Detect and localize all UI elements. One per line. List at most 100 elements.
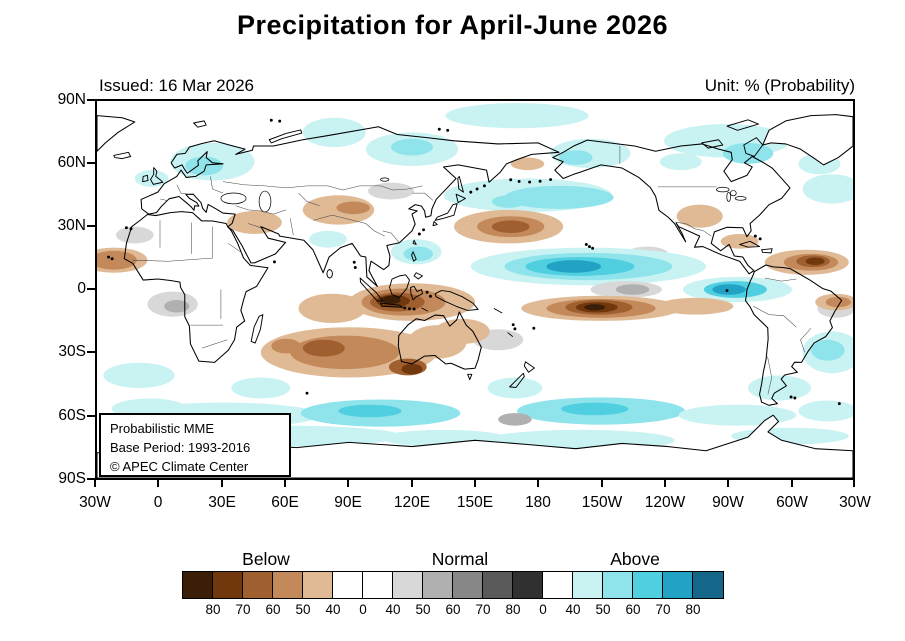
coastline-australia bbox=[397, 311, 482, 370]
colorbar-cell-normal-80 bbox=[513, 572, 543, 598]
inset-base-period-label: Base Period: 1993-2016 bbox=[110, 439, 251, 455]
colorbar-cell-normal-60 bbox=[453, 572, 483, 598]
axis-tick bbox=[221, 480, 223, 487]
axis-tick bbox=[157, 480, 159, 487]
lon-tick-label: 0 bbox=[153, 494, 163, 511]
lake-baikal bbox=[380, 177, 390, 182]
colorbar-group-normal: Normal bbox=[431, 549, 489, 569]
axis-tick bbox=[411, 480, 413, 487]
colorbar-tick-label: 80 bbox=[505, 602, 521, 617]
coastline-ellesmere bbox=[726, 119, 759, 131]
colorbar-cell-normal-70 bbox=[483, 572, 513, 598]
axis-tick bbox=[791, 480, 793, 487]
coastline-luzon bbox=[411, 251, 417, 262]
colorbar-tick-label: 50 bbox=[595, 602, 611, 617]
coastline-nz-south bbox=[509, 372, 525, 388]
coastline-britain bbox=[150, 167, 164, 185]
coastline-greenland bbox=[762, 114, 853, 166]
coastline-tasmania bbox=[467, 373, 473, 381]
coastline-kyushu bbox=[432, 220, 438, 227]
lat-tick-label: 60S bbox=[58, 407, 86, 424]
axis-tick bbox=[347, 480, 349, 487]
coastline-cuba bbox=[739, 240, 761, 248]
colorbar-tick-label: 0 bbox=[539, 602, 547, 617]
coastline-south-america bbox=[744, 264, 843, 406]
caspian-sea bbox=[258, 190, 272, 213]
coastline-sri-lanka bbox=[326, 269, 333, 279]
colorbar-tick-label: 70 bbox=[475, 602, 491, 617]
coastline-sulawesi bbox=[410, 285, 423, 301]
colorbar-tick-label: 80 bbox=[205, 602, 221, 617]
colorbar-cell-above-40 bbox=[573, 572, 603, 598]
lat-tick-label: 0 bbox=[77, 280, 86, 297]
coastline-sumatra bbox=[359, 277, 384, 302]
axis-tick bbox=[664, 480, 666, 487]
lake-superior bbox=[716, 186, 730, 193]
axis-tick bbox=[727, 480, 729, 487]
axis-tick bbox=[87, 288, 95, 290]
colorbar-group-below: Below bbox=[242, 549, 290, 569]
coastline-greenland-east bbox=[97, 115, 136, 152]
issued-date-label: Issued: 16 Mar 2026 bbox=[99, 76, 254, 95]
coastline-layer bbox=[123, 126, 843, 406]
colorbar-cell-below-80 bbox=[183, 572, 213, 598]
coastline-iceland bbox=[113, 151, 132, 160]
colorbar-cell-normal-40 bbox=[393, 572, 423, 598]
country-border-layer bbox=[132, 146, 812, 395]
axis-tick bbox=[284, 480, 286, 487]
colorbar-tick-label: 70 bbox=[235, 602, 251, 617]
colorbar-tick-label: 70 bbox=[655, 602, 671, 617]
coastline-madagascar bbox=[250, 314, 264, 344]
lat-t NONEick-label: 60N bbox=[57, 154, 86, 171]
lon-tick-label: 60E bbox=[271, 494, 299, 511]
lon-tick-label: 60W bbox=[776, 494, 808, 511]
lake-michigan bbox=[726, 191, 731, 202]
colorbar-cell-below-40 bbox=[303, 572, 333, 598]
inset-copyright-label: © APEC Climate Center bbox=[110, 458, 249, 474]
colorbar-tick-label: 60 bbox=[625, 602, 641, 617]
black-sea bbox=[220, 192, 247, 205]
coastline-hokkaido bbox=[455, 193, 467, 204]
colorbar-tick-label: 40 bbox=[325, 602, 341, 617]
colorbar-tick-label: 50 bbox=[415, 602, 431, 617]
colorbar-group-above: Above bbox=[610, 549, 660, 569]
colorbar-cell-white bbox=[543, 572, 573, 598]
axis-tick bbox=[87, 478, 95, 480]
lat-tick-label: 30S bbox=[58, 343, 86, 360]
coastline-north-america bbox=[552, 139, 791, 275]
lat-tick-label: 90S bbox=[58, 470, 86, 487]
colorbar bbox=[182, 571, 724, 599]
coastline-eurasia bbox=[140, 126, 560, 287]
axis-tick bbox=[87, 415, 95, 417]
axis-tick bbox=[537, 480, 539, 487]
axis-tick bbox=[87, 351, 95, 353]
colorbar-tick-label: 80 bbox=[685, 602, 701, 617]
axis-tick bbox=[94, 480, 96, 487]
coastline-svalbard bbox=[193, 120, 207, 128]
lon-tick-label: 30W bbox=[79, 494, 111, 511]
coastline-victoria-island bbox=[701, 139, 724, 149]
axis-tick bbox=[87, 99, 95, 101]
colorbar-cell-white bbox=[333, 572, 363, 598]
lon-tick-label: 30W bbox=[839, 494, 871, 511]
colorbar-cell-above-70 bbox=[663, 572, 693, 598]
lon-tick-label: 90E bbox=[334, 494, 362, 511]
coastline-new-guinea bbox=[434, 290, 479, 311]
colorbar-cell-white bbox=[363, 572, 393, 598]
axis-tick bbox=[87, 162, 95, 164]
colorbar-cell-normal-50 bbox=[423, 572, 453, 598]
lon-tick-label: 180 bbox=[525, 494, 551, 511]
colorbar-tick-label: 60 bbox=[445, 602, 461, 617]
map-inset-box: Probabilistic MME Base Period: 1993-2016… bbox=[99, 413, 291, 477]
lon-tick-label: 120E bbox=[393, 494, 431, 511]
colorbar-cell-above-80 bbox=[693, 572, 723, 598]
axis-tick bbox=[601, 480, 603, 487]
coastline-java bbox=[380, 302, 404, 308]
colorbar-cell-above-50 bbox=[603, 572, 633, 598]
colorbar-cell-below-70 bbox=[213, 572, 243, 598]
axis-tick bbox=[853, 480, 855, 487]
lat-tick-label: 30N bbox=[57, 217, 86, 234]
coastline-baffin bbox=[743, 137, 764, 157]
lon-tick-label: 150E bbox=[456, 494, 494, 511]
